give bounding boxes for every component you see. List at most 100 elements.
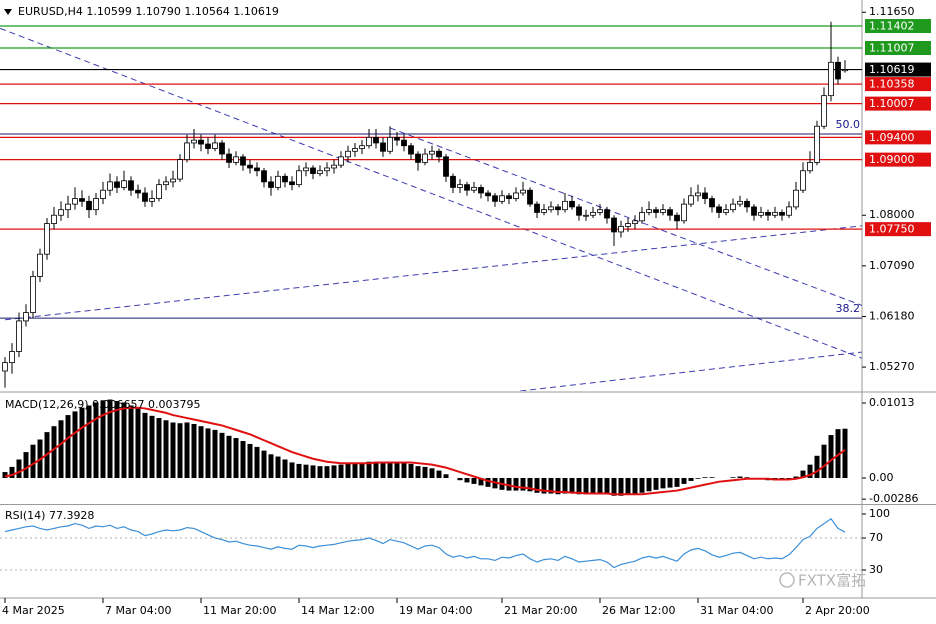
candle-body <box>86 200 92 211</box>
candle-body <box>639 212 645 222</box>
candle-body <box>583 214 589 217</box>
macd-bar <box>9 466 15 478</box>
x-tick-label: 26 Mar 12:00 <box>602 604 675 617</box>
macd-bar <box>604 477 610 495</box>
candle-body <box>814 125 820 163</box>
macd-bar <box>30 444 36 478</box>
trendline <box>4 225 862 321</box>
macd-bar <box>793 476 799 478</box>
price-level-label: 1.10007 <box>869 97 915 110</box>
candle-body <box>835 61 841 80</box>
candle-body <box>37 253 43 277</box>
macd-bar <box>534 477 540 493</box>
candle-body <box>359 145 365 149</box>
macd-bar <box>86 405 92 478</box>
macd-bar <box>93 402 99 478</box>
candle-body <box>429 150 435 155</box>
macd-bar <box>520 477 526 491</box>
candle-body <box>625 223 631 227</box>
candle-body <box>114 181 120 188</box>
candle-body <box>366 136 372 147</box>
macd-bar <box>58 420 64 478</box>
price-level-box <box>865 130 931 145</box>
candle-body <box>779 212 785 216</box>
candle-body <box>142 192 148 202</box>
candle-body <box>688 195 694 205</box>
macd-bar <box>226 435 232 478</box>
price-level-box <box>865 77 931 92</box>
candle-body <box>254 167 260 172</box>
candle-body <box>219 142 225 155</box>
candle-body <box>478 187 484 194</box>
candle-body <box>723 209 729 213</box>
macd-bar <box>65 415 71 478</box>
macd-bar <box>366 461 372 478</box>
candle-body <box>394 136 400 141</box>
menu-arrow[interactable] <box>4 9 12 15</box>
candle-body <box>499 195 505 202</box>
candle-body <box>520 189 526 194</box>
macd-bar <box>674 477 680 487</box>
macd-bar <box>219 432 225 478</box>
macd-bar <box>590 477 596 495</box>
candle-body <box>436 150 442 158</box>
candle-body <box>289 181 295 186</box>
macd-bar <box>135 408 141 478</box>
macd-bar <box>443 474 449 478</box>
candle-body <box>163 181 169 186</box>
macd-bar <box>471 477 477 484</box>
candle-body <box>128 180 134 191</box>
macd-bar <box>828 435 834 478</box>
x-tick-label: 14 Mar 12:00 <box>301 604 374 617</box>
candle-body <box>345 150 351 158</box>
macd-tick-label: -0.00286 <box>869 492 918 505</box>
macd-bar <box>702 477 708 478</box>
macd-bar <box>72 411 78 478</box>
candle-body <box>93 198 99 211</box>
macd-bar <box>821 444 827 478</box>
x-tick-label: 31 Mar 04:00 <box>700 604 773 617</box>
macd-bar <box>548 477 554 494</box>
rsi-tick-label: 30 <box>869 563 883 576</box>
price-level-box <box>865 40 931 55</box>
macd-bar <box>583 477 589 495</box>
candle-body <box>527 189 533 205</box>
macd-bar <box>247 443 253 478</box>
macd-bar <box>212 429 218 478</box>
macd-tick-label: 0.00 <box>869 471 894 484</box>
macd-bar <box>562 477 568 494</box>
candle-body <box>590 212 596 216</box>
macd-bar <box>506 477 512 491</box>
candle-body <box>261 170 267 183</box>
candle-body <box>667 209 673 216</box>
macd-bar <box>163 420 169 478</box>
candle-body <box>506 195 512 199</box>
candle-body <box>226 153 232 163</box>
candle-body <box>212 142 218 149</box>
candle-body <box>800 170 806 191</box>
macd-bar <box>240 440 246 478</box>
macd-bar <box>310 465 316 478</box>
candle-body <box>233 156 239 163</box>
price-level-label: 1.09000 <box>869 153 915 166</box>
macd-bar <box>107 399 113 478</box>
macd-bar <box>128 405 134 478</box>
macd-bar <box>660 477 666 489</box>
candle-body <box>765 212 771 216</box>
candle-body <box>716 206 722 213</box>
macd-bar <box>632 477 638 495</box>
y-tick-label: 1.05270 <box>869 360 915 373</box>
candle-body <box>597 209 603 213</box>
candle-body <box>401 139 407 147</box>
candle-body <box>65 203 71 211</box>
rsi-tick-label: 100 <box>869 507 890 520</box>
candle-body <box>2 362 8 372</box>
candle-body <box>653 209 659 213</box>
macd-bar <box>2 472 8 478</box>
fib-label: 50.0 <box>836 118 861 131</box>
macd-bar <box>233 438 239 478</box>
macd-bar <box>79 407 85 478</box>
fib-label: 38.2 <box>836 302 861 315</box>
candle-body <box>247 164 253 169</box>
macd-bar <box>177 423 183 478</box>
